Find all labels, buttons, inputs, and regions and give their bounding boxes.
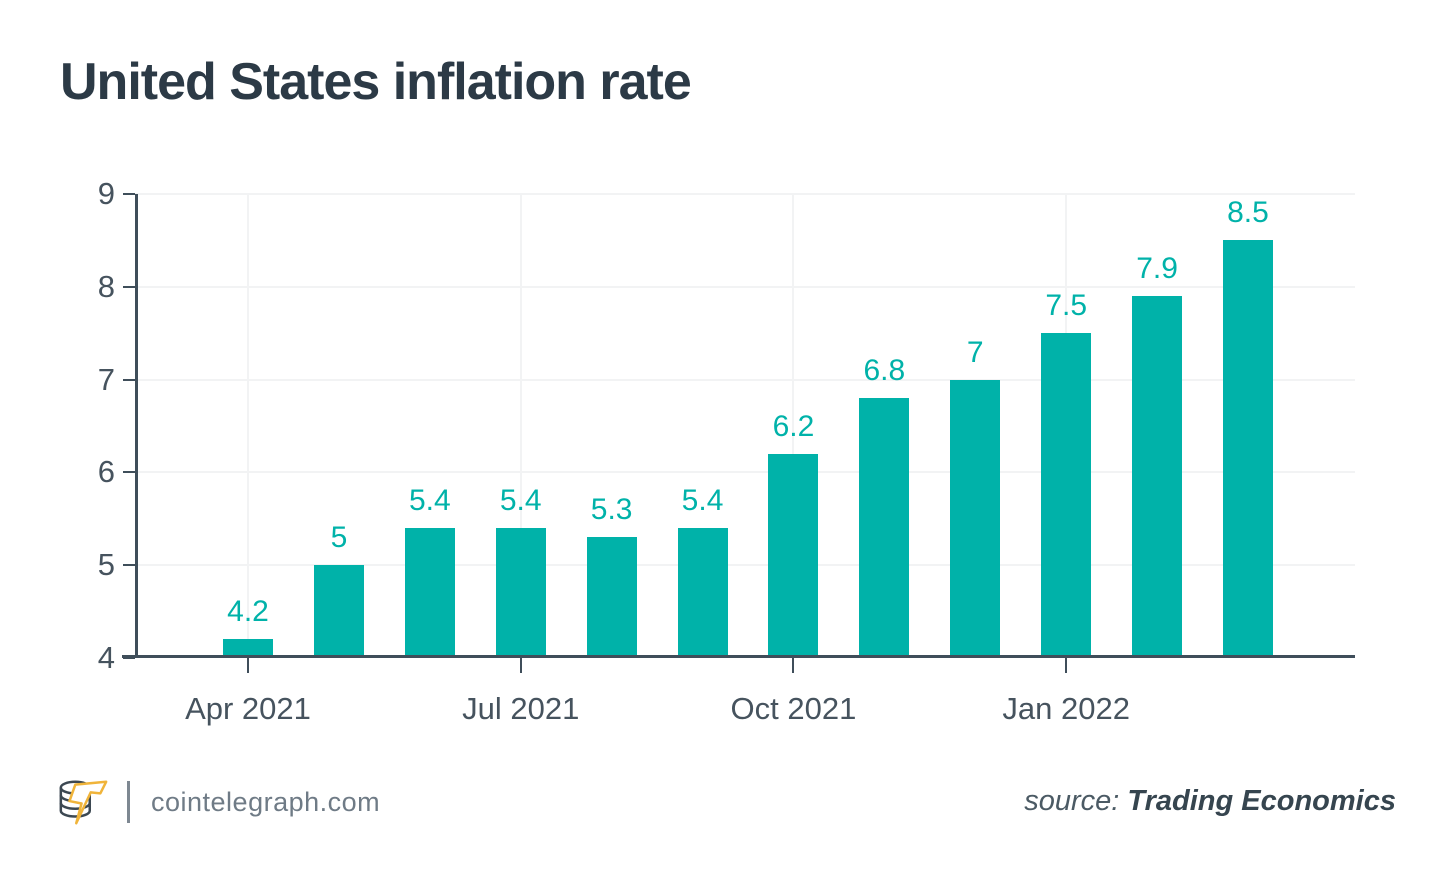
y-tick-label: 6	[97, 454, 115, 490]
x-axis-tick	[519, 658, 522, 673]
x-axis-tick	[1065, 658, 1068, 673]
footer: cointelegraph.com source: Trading Econom…	[0, 770, 1450, 840]
bar	[313, 565, 364, 658]
x-axis-line	[122, 655, 1355, 658]
bar-value-label: 5.4	[681, 484, 724, 518]
y-tick-label: 8	[97, 268, 115, 304]
source-line: source: Trading Economics	[1024, 785, 1396, 818]
bar-value-label: 6.2	[772, 409, 815, 443]
x-tick-label: Oct 2021	[730, 691, 857, 726]
bar-value-label: 5.3	[590, 493, 633, 527]
bar	[1222, 240, 1273, 658]
y-tick-label: 9	[97, 176, 115, 211]
gridline-horizontal	[135, 471, 1355, 474]
x-axis-tick	[247, 658, 249, 673]
gridline-vertical	[792, 194, 795, 658]
bar-value-label: 5.4	[408, 484, 451, 518]
bar	[859, 398, 910, 658]
gridline-vertical	[519, 194, 522, 658]
y-axis-tick	[123, 285, 135, 288]
bar	[1132, 296, 1183, 658]
footer-divider	[127, 781, 130, 823]
bar	[223, 639, 273, 658]
bar	[1041, 333, 1092, 658]
cointelegraph-logo-icon	[59, 780, 108, 825]
source-prefix: source:	[1024, 785, 1120, 817]
brand-text: cointelegraph.com	[151, 787, 381, 817]
x-axis-tick	[792, 658, 795, 673]
chart-title: United States inflation rate	[60, 53, 692, 111]
source-name: Trading Economics	[1127, 785, 1396, 817]
y-axis-tick	[123, 657, 135, 659]
plot-area: 4.2 5 5.4 5.4 5.3 5.4 6.2 6.8 7 7.5 7.9 8.5 4 5 6 7 8 9 Ap…	[98, 176, 1355, 726]
gridline-vertical	[247, 194, 249, 658]
bar-value-label: 5.4	[499, 484, 542, 518]
bar-value-label: 4.2	[227, 595, 269, 629]
gridline-horizontal	[135, 285, 1355, 288]
bar	[950, 379, 1001, 658]
gridline-horizontal	[135, 564, 1355, 567]
bar-value-label: 8.5	[1227, 196, 1269, 230]
y-axis-tick	[123, 378, 135, 381]
y-axis-tick	[123, 193, 135, 195]
bar	[404, 528, 455, 658]
y-axis-line	[135, 194, 138, 658]
gridline-horizontal	[135, 193, 1355, 195]
x-tick-label: Jul 2021	[462, 691, 580, 726]
x-tick-label: Apr 2021	[185, 691, 311, 726]
bar	[586, 537, 637, 658]
y-axis-tick	[123, 564, 135, 567]
bar-value-label: 7.5	[1045, 289, 1088, 323]
y-tick-label: 4	[97, 640, 115, 675]
bar-value-label: 7	[966, 335, 984, 369]
bar-value-label: 5	[330, 521, 348, 555]
y-tick-label: 7	[97, 361, 115, 397]
bar	[495, 528, 546, 658]
bar	[677, 528, 728, 658]
bar-value-label: 7.9	[1136, 252, 1178, 286]
gridline-horizontal	[135, 378, 1355, 381]
x-tick-label: Jan 2022	[1002, 691, 1130, 726]
bar-value-label: 6.8	[863, 354, 906, 388]
y-axis-tick	[123, 471, 135, 474]
bar	[768, 453, 819, 658]
y-tick-label: 5	[97, 547, 115, 583]
